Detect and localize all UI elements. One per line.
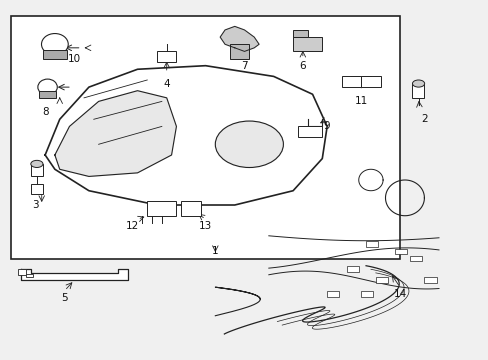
Text: 6: 6 <box>299 61 305 71</box>
Text: 2: 2 <box>420 114 427 124</box>
Bar <box>361 292 372 297</box>
Bar <box>19 269 26 275</box>
Ellipse shape <box>38 79 57 95</box>
Text: 1: 1 <box>212 247 218 256</box>
Bar <box>147 202 176 216</box>
Ellipse shape <box>412 80 424 87</box>
Ellipse shape <box>215 121 283 167</box>
Polygon shape <box>220 26 259 51</box>
Bar <box>361 76 380 87</box>
Bar <box>366 242 377 247</box>
Text: 12: 12 <box>126 221 139 231</box>
Text: 11: 11 <box>354 96 367 107</box>
Bar <box>30 184 42 194</box>
Bar <box>42 50 67 59</box>
Ellipse shape <box>31 160 43 167</box>
Text: 8: 8 <box>42 107 48 117</box>
Text: 9: 9 <box>323 121 330 131</box>
Polygon shape <box>21 269 127 280</box>
Ellipse shape <box>41 33 68 55</box>
Text: 3: 3 <box>32 200 39 210</box>
Bar <box>297 126 322 137</box>
Bar <box>30 164 42 176</box>
Text: 5: 5 <box>61 293 68 303</box>
Bar <box>409 256 421 261</box>
Bar <box>292 37 322 51</box>
Text: 14: 14 <box>393 289 406 299</box>
Polygon shape <box>45 66 326 205</box>
Bar <box>326 292 339 297</box>
Bar <box>157 51 176 62</box>
Bar <box>181 202 201 216</box>
Bar <box>411 84 424 98</box>
Text: 10: 10 <box>68 54 81 64</box>
Text: 4: 4 <box>163 78 170 89</box>
Bar <box>394 249 407 254</box>
Bar <box>346 266 358 272</box>
FancyBboxPatch shape <box>11 16 399 258</box>
Bar <box>26 274 33 277</box>
Bar <box>292 30 307 37</box>
Text: 13: 13 <box>199 221 212 231</box>
Polygon shape <box>55 91 176 176</box>
Bar <box>341 76 361 87</box>
Bar <box>375 277 387 283</box>
Bar <box>424 277 436 283</box>
Bar <box>229 44 249 59</box>
Bar <box>39 91 56 98</box>
Text: 7: 7 <box>241 61 247 71</box>
